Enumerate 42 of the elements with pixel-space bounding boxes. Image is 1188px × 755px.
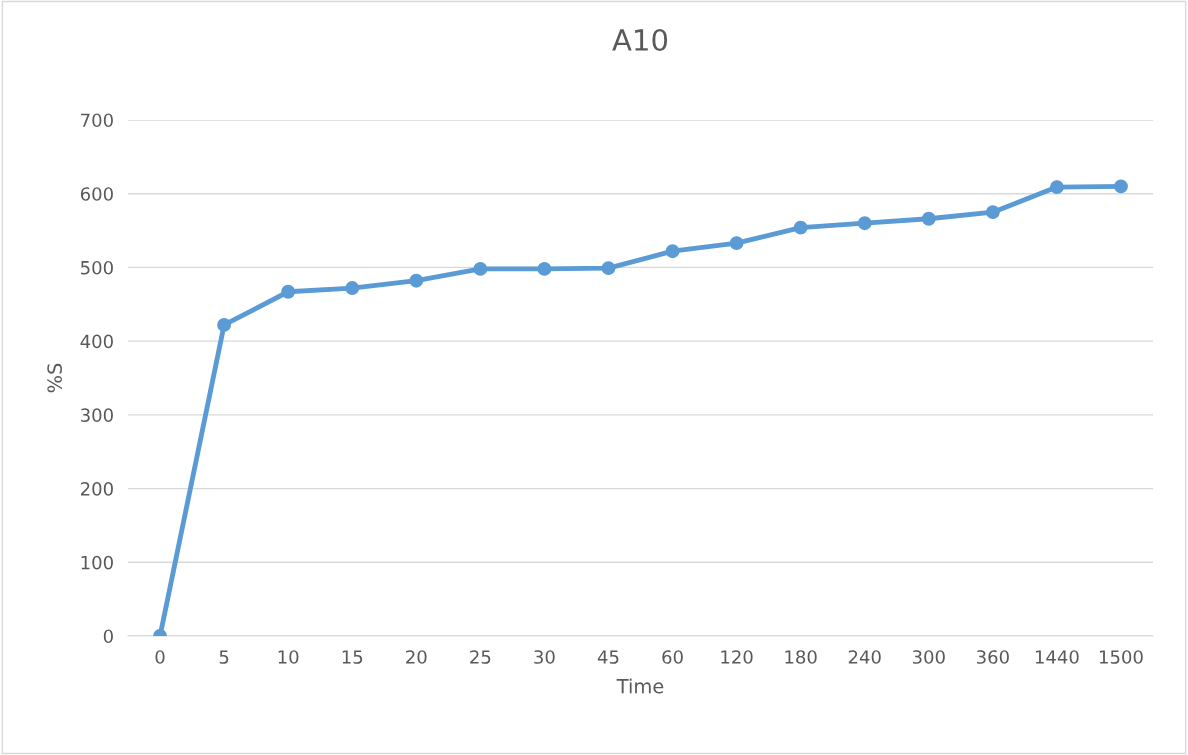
x-tick-label: 30 — [534, 650, 555, 664]
point — [729, 236, 744, 251]
point — [665, 244, 680, 259]
point — [985, 205, 1000, 220]
x-tick-label: 5 — [219, 650, 229, 664]
point — [217, 317, 232, 332]
x-tick-label: 25 — [470, 650, 491, 664]
x-tick-label: 15 — [342, 650, 363, 664]
point — [1114, 179, 1128, 194]
x-tick-label: 360 — [976, 650, 1009, 664]
y-tick-label: 600 — [80, 187, 113, 201]
y-tick-label: 400 — [80, 334, 113, 349]
x-tick-label: 20 — [406, 650, 427, 664]
y-tick-label: 500 — [81, 260, 113, 275]
x-tick-label: 10 — [278, 650, 299, 664]
y-axis-title: %S — [47, 363, 62, 393]
point — [793, 220, 808, 235]
point — [345, 281, 360, 296]
chart-title: A10 — [612, 28, 668, 51]
x-tick-label: 60 — [662, 650, 683, 664]
x-tick-label: 120 — [721, 650, 753, 664]
x-tick-label: 180 — [785, 650, 817, 664]
y-tick-label: 700 — [81, 113, 113, 128]
point — [921, 211, 936, 226]
y-tick-label: 300 — [81, 408, 113, 422]
y-tick-label: 0 — [103, 629, 113, 644]
point — [281, 284, 296, 299]
y-tick-label: 100 — [81, 555, 113, 570]
point — [537, 261, 552, 276]
x-tick-label: 1440 — [1035, 650, 1079, 664]
y-tick-label: 200 — [80, 482, 113, 496]
x-tick-label: 1500 — [1099, 650, 1143, 664]
point — [601, 261, 616, 276]
point — [1049, 180, 1064, 195]
x-axis-title: Time — [616, 678, 664, 694]
x-tick-label: 0 — [155, 650, 165, 664]
x-tick-label: 300 — [912, 650, 945, 664]
point — [473, 261, 488, 276]
point — [857, 216, 872, 231]
x-tick-label: 45 — [597, 650, 619, 664]
x-tick-label: 240 — [848, 650, 881, 664]
point — [409, 273, 424, 288]
